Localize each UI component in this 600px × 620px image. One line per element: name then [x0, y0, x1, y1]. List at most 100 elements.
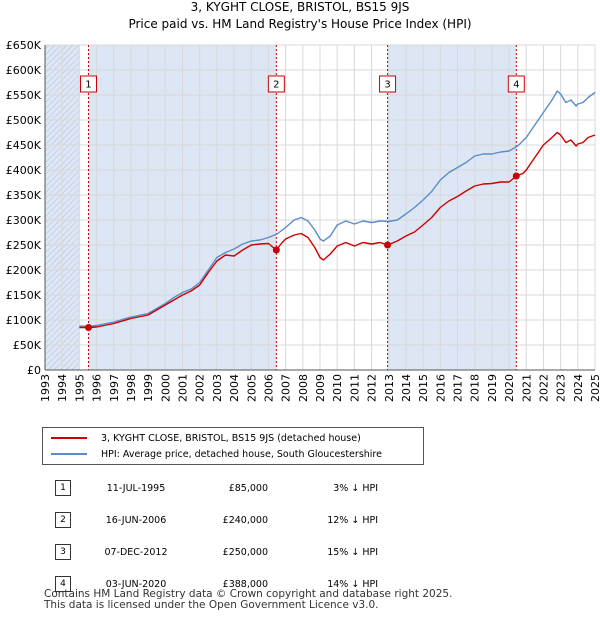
sale-point — [512, 172, 520, 180]
transaction-date: 16-JUN-2006 — [105, 514, 167, 526]
hatch-line — [45, 302, 80, 338]
hatch-line — [45, 200, 80, 236]
hatch-line — [45, 206, 80, 242]
transaction-label: 1 — [85, 80, 91, 91]
y-tick-label: £200K — [6, 264, 42, 277]
hatch-line — [45, 92, 80, 128]
transaction-number: 1 — [55, 480, 71, 496]
transaction-label-box — [267, 75, 285, 93]
price-chart: 1 2 3 4 £0 £50K £100K £150K £200K £250K £300K £350… — [6, 39, 600, 402]
x-tick-label: 2003 — [211, 374, 224, 402]
x-tick-label: 1999 — [142, 374, 155, 402]
legend-swatch-hpi — [51, 453, 87, 455]
y-tick-label: £250K — [6, 239, 42, 252]
y-tick-label: £150K — [6, 289, 42, 302]
x-tick-label: 2017 — [452, 374, 465, 402]
x-tick-label: 2016 — [434, 374, 447, 402]
y-tick-label: £650K — [6, 39, 42, 52]
x-tick-label: 2024 — [572, 374, 585, 402]
transaction-hpi: 15% ↓ HPI — [327, 546, 378, 558]
transaction-label: 2 — [273, 80, 279, 91]
sale-point — [384, 241, 392, 249]
hatch-line — [45, 308, 80, 344]
x-tick-label: 2002 — [194, 374, 207, 402]
footer: Contains HM Land Registry data © Crown c… — [44, 589, 452, 611]
transaction-number: 4 — [55, 576, 71, 592]
transaction-label: 3 — [384, 80, 390, 91]
transaction-price: £388,000 — [222, 578, 268, 590]
x-tick-label: 1995 — [73, 374, 86, 402]
x-tick-label: 2022 — [537, 374, 550, 402]
chart-subtitle: Price paid vs. HM Land Registry's House … — [128, 17, 472, 31]
x-tick-label: 2004 — [228, 374, 241, 402]
legend-item-price: 3, KYGHT CLOSE, BRISTOL, BS15 9JS (detac… — [51, 431, 361, 445]
x-tick-label: 2011 — [348, 374, 361, 402]
x-tick-label: 2019 — [486, 374, 499, 402]
x-tick-label: 2023 — [555, 374, 568, 402]
hatch-line — [45, 188, 80, 224]
table-row: 1 11-JUL-1995 £85,000 3% ↓ HPI — [40, 472, 378, 504]
y-tick-label: £0 — [27, 364, 41, 377]
y-tick-label: £600K — [6, 64, 42, 77]
x-tick-label: 2020 — [503, 374, 516, 402]
hatch-line — [45, 314, 80, 350]
x-tick-label: 2018 — [469, 374, 482, 402]
legend-item-hpi: HPI: Average price, detached house, Sout… — [51, 447, 382, 461]
y-tick-label: £350K — [6, 189, 42, 202]
hatch-line — [45, 68, 80, 104]
hatch-line — [45, 80, 80, 116]
x-tick-label: 2007 — [280, 374, 293, 402]
x-tick-label: 2013 — [383, 374, 396, 402]
y-tick-label: £300K — [6, 214, 42, 227]
table-row: 2 16-JUN-2006 £240,000 12% ↓ HPI — [40, 504, 378, 536]
x-tick-label: 2014 — [400, 374, 413, 402]
transaction-label-box — [79, 75, 97, 93]
transaction-label-box — [507, 75, 525, 93]
transaction-price: £240,000 — [222, 514, 268, 526]
x-tick-label: 2006 — [262, 374, 275, 402]
x-tick-label: 1997 — [108, 374, 121, 402]
hatch-line — [45, 74, 80, 110]
y-tick-label: £400K — [6, 164, 42, 177]
transaction-number: 3 — [55, 544, 71, 560]
x-tick-label: 1996 — [91, 374, 104, 402]
transaction-label-box — [379, 75, 397, 93]
x-tick-label: 2008 — [297, 374, 310, 402]
x-tick-label: 1994 — [56, 374, 69, 402]
legend-label-hpi: HPI: Average price, detached house, Sout… — [101, 448, 382, 460]
transaction-price: £250,000 — [222, 546, 268, 558]
hatch-line — [45, 86, 80, 122]
transaction-hpi: 14% ↓ HPI — [327, 578, 378, 590]
chart-title: 3, KYGHT CLOSE, BRISTOL, BS15 9JS — [190, 0, 410, 14]
transaction-date: 03-JUN-2020 — [105, 578, 167, 590]
transactions-table: 1 11-JUL-1995 £85,000 3% ↓ HPI 2 16-JUN-… — [40, 472, 378, 600]
hatch-line — [45, 284, 80, 320]
x-tick-label: 2010 — [331, 374, 344, 402]
hatch-line — [45, 176, 80, 212]
x-tick-label: 1998 — [125, 374, 138, 402]
hatch-line — [45, 290, 80, 326]
table-row: 3 07-DEC-2012 £250,000 15% ↓ HPI — [40, 536, 378, 568]
transaction-number: 2 — [55, 512, 71, 528]
x-tick-label: 2000 — [159, 374, 172, 402]
transaction-hpi: 12% ↓ HPI — [327, 514, 378, 526]
hpi-line — [79, 90, 596, 328]
x-tick-label: 2009 — [314, 374, 327, 402]
transaction-hpi: 3% ↓ HPI — [333, 482, 378, 494]
sale-point — [84, 324, 92, 331]
x-tick-label: 2021 — [520, 374, 533, 402]
hatch-line — [45, 296, 80, 332]
table-row: 4 03-JUN-2020 £388,000 14% ↓ HPI — [40, 568, 378, 600]
price-paid-line — [79, 131, 596, 329]
transaction-date: 07-DEC-2012 — [104, 546, 168, 558]
hatch-line — [45, 194, 80, 230]
y-tick-label: £450K — [6, 139, 42, 152]
y-tick-label: £100K — [6, 314, 42, 327]
legend-label-price: 3, KYGHT CLOSE, BRISTOL, BS15 9JS (detac… — [101, 432, 361, 444]
y-tick-label: £550K — [6, 89, 42, 102]
y-tick-label: £500K — [6, 114, 42, 127]
footer-line-1: Contains HM Land Registry data © Crown c… — [44, 588, 453, 600]
x-tick-label: 1993 — [39, 374, 52, 402]
transaction-price: £85,000 — [228, 482, 268, 494]
y-tick-label: £50K — [13, 339, 42, 352]
